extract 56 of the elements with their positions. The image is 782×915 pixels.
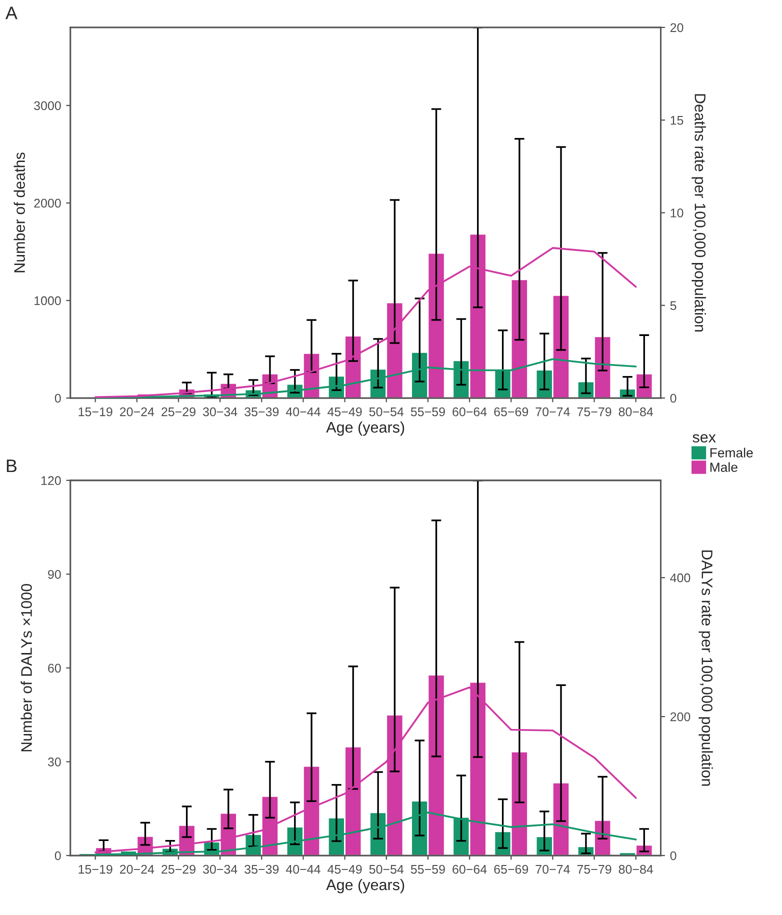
y2-axis-title: DALYs rate per 100,000 population: [698, 550, 713, 786]
chart-title: B: [6, 460, 17, 472]
y2-tick-label: 20: [670, 23, 684, 32]
x-tick-label: 30−34: [202, 407, 238, 416]
x-tick-label: 20−24: [120, 864, 154, 874]
x-tick-label: 50−54: [369, 407, 404, 416]
chart-title: A: [5, 6, 18, 20]
x-tick-label: 70−74: [536, 864, 570, 874]
y-tick-label: 120: [41, 476, 61, 486]
x-tick-label: 25−29: [162, 864, 196, 874]
y2-axis-title: Deaths rate per 100,000 population: [692, 94, 706, 332]
y2-tick-label: 0: [670, 851, 676, 860]
y-tick-label: 30: [48, 758, 61, 766]
y2-tick-label: 400: [670, 573, 690, 582]
x-tick-label: 15−19: [78, 864, 112, 874]
x-tick-label: 40−44: [286, 864, 320, 874]
legend-title: sex: [692, 434, 716, 443]
y-tick-label: 3000: [34, 101, 61, 110]
x-axis-title: Age (years): [326, 878, 404, 894]
x-tick-label: 30−34: [202, 864, 238, 874]
x-tick-label: 35−39: [244, 864, 279, 874]
x-tick-label: 40−44: [286, 407, 320, 416]
x-tick-label: 25−29: [162, 407, 196, 416]
x-axis-title: Age (years): [326, 421, 404, 436]
y2-tick-label: 5: [670, 301, 676, 310]
y2-tick-label: 200: [670, 712, 690, 722]
x-tick-label: 65−69: [494, 407, 528, 416]
y-tick-label: 2000: [34, 198, 61, 208]
y-tick-label: 1000: [34, 296, 61, 306]
x-tick-label: 70−74: [536, 407, 570, 416]
x-tick-label: 80−84: [618, 407, 654, 416]
x-tick-label: 60−64: [452, 864, 487, 874]
y-tick-label: 90: [48, 570, 61, 579]
y2-tick-label: 0: [670, 394, 676, 403]
y-tick-label: 0: [54, 851, 61, 860]
x-tick-label: 65−69: [494, 864, 528, 874]
x-tick-label: 75−79: [577, 864, 612, 874]
y-axis-title: Number of deaths: [14, 152, 25, 272]
y-tick-label: 0: [54, 394, 61, 403]
x-tick-label: 75−79: [577, 407, 612, 416]
y2-tick-label: 10: [670, 208, 684, 218]
x-tick-label: 45−49: [328, 407, 362, 416]
x-tick-label: 45−49: [328, 864, 362, 874]
x-tick-label: 80−84: [618, 864, 654, 874]
x-tick-label: 55−59: [410, 864, 445, 874]
x-tick-label: 35−39: [244, 407, 279, 416]
x-tick-label: 15−19: [78, 407, 112, 416]
x-tick-label: 20−24: [120, 407, 154, 416]
legend-label: Male: [710, 462, 738, 472]
legend-label: Female: [710, 448, 753, 458]
y2-tick-label: 15: [670, 116, 684, 125]
x-tick-label: 60−64: [452, 407, 487, 416]
x-tick-label: 55−59: [410, 407, 445, 416]
y-axis-title: Number of DALYs ×1000: [20, 584, 32, 752]
x-tick-label: 50−54: [369, 864, 404, 874]
y-tick-label: 60: [48, 664, 61, 673]
